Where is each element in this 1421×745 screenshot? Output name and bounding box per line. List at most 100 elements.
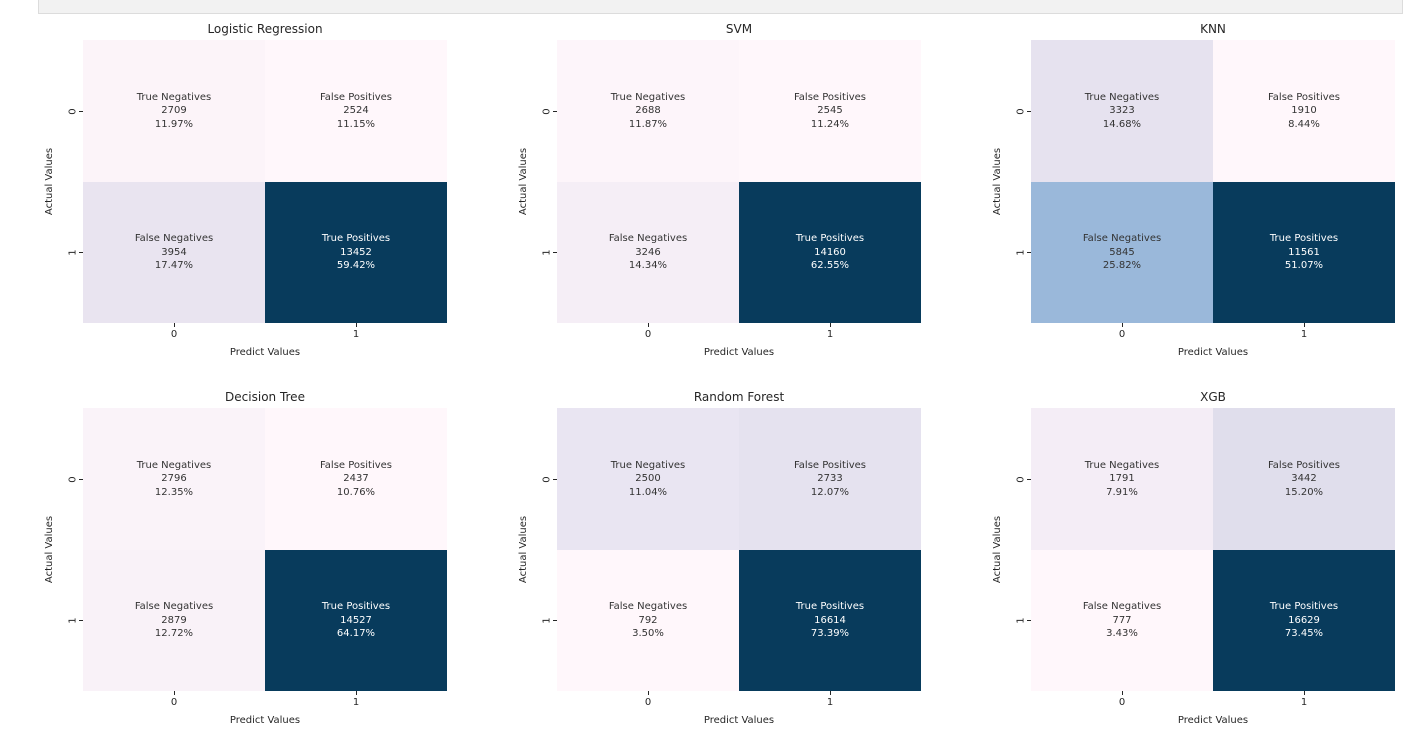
cell-percent: 73.45% [1284, 628, 1324, 639]
cell-percent: 11.87% [628, 118, 668, 130]
cell-count: 1910 [1291, 105, 1317, 116]
y-axis-label: Actual Values [992, 147, 1004, 216]
cell-false-negatives: False Negatives 3954 17.47% [83, 181, 265, 323]
cell-percent: 14.34% [628, 260, 668, 271]
heatmap-grid: True Negatives 2688 11.87% False Positiv… [557, 40, 921, 323]
confusion-matrix-subplot: Random Forest Actual Values 0 1 True Neg… [511, 390, 923, 740]
cell-count: 2545 [817, 105, 843, 116]
cell-percent: 17.47% [154, 260, 194, 271]
y-tick-0: 0 [59, 467, 83, 491]
y-axis-label: Actual Values [44, 515, 56, 584]
confusion-matrix-subplot: XGB Actual Values 0 1 True Negatives 179… [985, 390, 1397, 740]
cell-true-positives: True Positives 14160 62.55% [739, 181, 921, 323]
cell-false-positives: False Positives 1910 8.44% [1213, 40, 1395, 182]
y-tick-mark [553, 252, 557, 253]
y-tick-mark [1027, 478, 1031, 480]
cell-percent: 7.91% [1106, 486, 1138, 498]
cell-percent: 3.43% [1106, 628, 1138, 639]
y-tick-1-label: 1 [1015, 617, 1027, 624]
cell-label: False Positives [1267, 459, 1341, 471]
cell-true-negatives: True Negatives 3323 14.68% [1031, 40, 1213, 182]
x-tick-mark [1303, 323, 1305, 327]
cell-label: True Positives [1269, 601, 1339, 612]
cell-false-positives: False Positives 2733 12.07% [739, 408, 921, 550]
y-tick-mark [79, 620, 83, 621]
cell-count: 2500 [635, 473, 661, 484]
x-tick-0-label: 0 [170, 329, 178, 340]
cell-label: True Negatives [136, 91, 212, 103]
y-tick-mark [553, 620, 557, 621]
confusion-matrix-subplot: SVM Actual Values 0 1 True Negatives 268… [511, 22, 923, 372]
cell-false-negatives: False Negatives 3246 14.34% [557, 181, 739, 323]
confusion-matrix-subplot: KNN Actual Values 0 1 True Negatives 332… [985, 22, 1397, 372]
cell-label: False Negatives [608, 233, 688, 244]
x-tick-0-label: 0 [1118, 329, 1126, 340]
subplot-title: Decision Tree [225, 390, 305, 404]
cell-count: 2688 [635, 105, 661, 116]
x-tick-1-label: 1 [826, 697, 834, 708]
y-tick-mark [553, 110, 557, 112]
y-tick-1-label: 1 [541, 249, 553, 256]
cell-count: 1791 [1109, 473, 1135, 484]
cell-label: False Negatives [1082, 601, 1162, 612]
y-tick-0: 0 [1007, 99, 1031, 123]
cell-count: 5845 [1109, 246, 1135, 258]
x-axis-label: Predict Values [1177, 347, 1249, 358]
x-tick-0: 0 [628, 323, 668, 340]
x-axis-label: Predict Values [1177, 715, 1249, 726]
y-tick-mark [1027, 252, 1031, 253]
cell-label: True Positives [1269, 233, 1339, 244]
x-tick-1: 1 [810, 691, 850, 708]
x-tick-0: 0 [154, 691, 194, 708]
cell-true-positives: True Positives 13452 59.42% [265, 181, 447, 323]
y-tick-0-label: 0 [1015, 475, 1027, 483]
cell-count: 2879 [161, 614, 187, 626]
cell-label: False Negatives [134, 233, 214, 244]
cell-percent: 3.50% [632, 628, 664, 639]
x-tick-0: 0 [628, 691, 668, 708]
x-tick-mark [173, 323, 175, 327]
x-axis-label: Predict Values [229, 715, 301, 726]
x-tick-mark [355, 323, 357, 327]
browser-chrome-strip [38, 0, 1403, 14]
x-tick-1: 1 [1284, 323, 1324, 340]
x-tick-1-label: 1 [826, 329, 834, 340]
cell-label: True Negatives [136, 459, 212, 471]
cell-percent: 12.72% [154, 628, 194, 639]
x-tick-0: 0 [1102, 691, 1142, 708]
cell-label: False Negatives [608, 601, 688, 612]
cell-false-positives: False Positives 2524 11.15% [265, 40, 447, 182]
x-tick-0-label: 0 [170, 697, 178, 708]
y-tick-mark [1027, 620, 1031, 621]
cell-percent: 62.55% [810, 260, 850, 271]
cell-percent: 8.44% [1288, 118, 1320, 130]
y-tick-0-label: 0 [541, 475, 553, 483]
cell-percent: 59.42% [336, 260, 376, 271]
cell-count: 792 [638, 614, 658, 626]
cell-label: True Positives [321, 233, 391, 244]
heatmap-grid: True Negatives 2709 11.97% False Positiv… [83, 40, 447, 323]
y-tick-1: 1 [1007, 609, 1031, 633]
cell-label: False Negatives [134, 601, 214, 612]
y-tick-1: 1 [533, 609, 557, 633]
cell-count: 2796 [161, 473, 187, 484]
cell-label: True Negatives [1084, 91, 1160, 103]
cell-percent: 11.97% [154, 118, 194, 130]
cell-percent: 64.17% [336, 628, 376, 639]
x-tick-0-label: 0 [644, 329, 652, 340]
cell-percent: 11.24% [810, 118, 850, 130]
cell-count: 2524 [343, 105, 369, 116]
cell-label: True Positives [795, 233, 865, 244]
cell-count: 2709 [161, 105, 187, 116]
x-tick-mark [647, 691, 649, 695]
x-tick-0: 0 [154, 323, 194, 340]
y-tick-1: 1 [1007, 241, 1031, 265]
y-tick-0-label: 0 [67, 475, 79, 483]
cell-true-positives: True Positives 16614 73.39% [739, 549, 921, 691]
cell-label: True Negatives [610, 459, 686, 471]
cell-count: 2437 [343, 473, 369, 484]
x-tick-mark [355, 691, 357, 695]
x-tick-mark [1303, 691, 1305, 695]
cell-false-positives: False Positives 2545 11.24% [739, 40, 921, 182]
cell-label: True Negatives [1084, 459, 1160, 471]
